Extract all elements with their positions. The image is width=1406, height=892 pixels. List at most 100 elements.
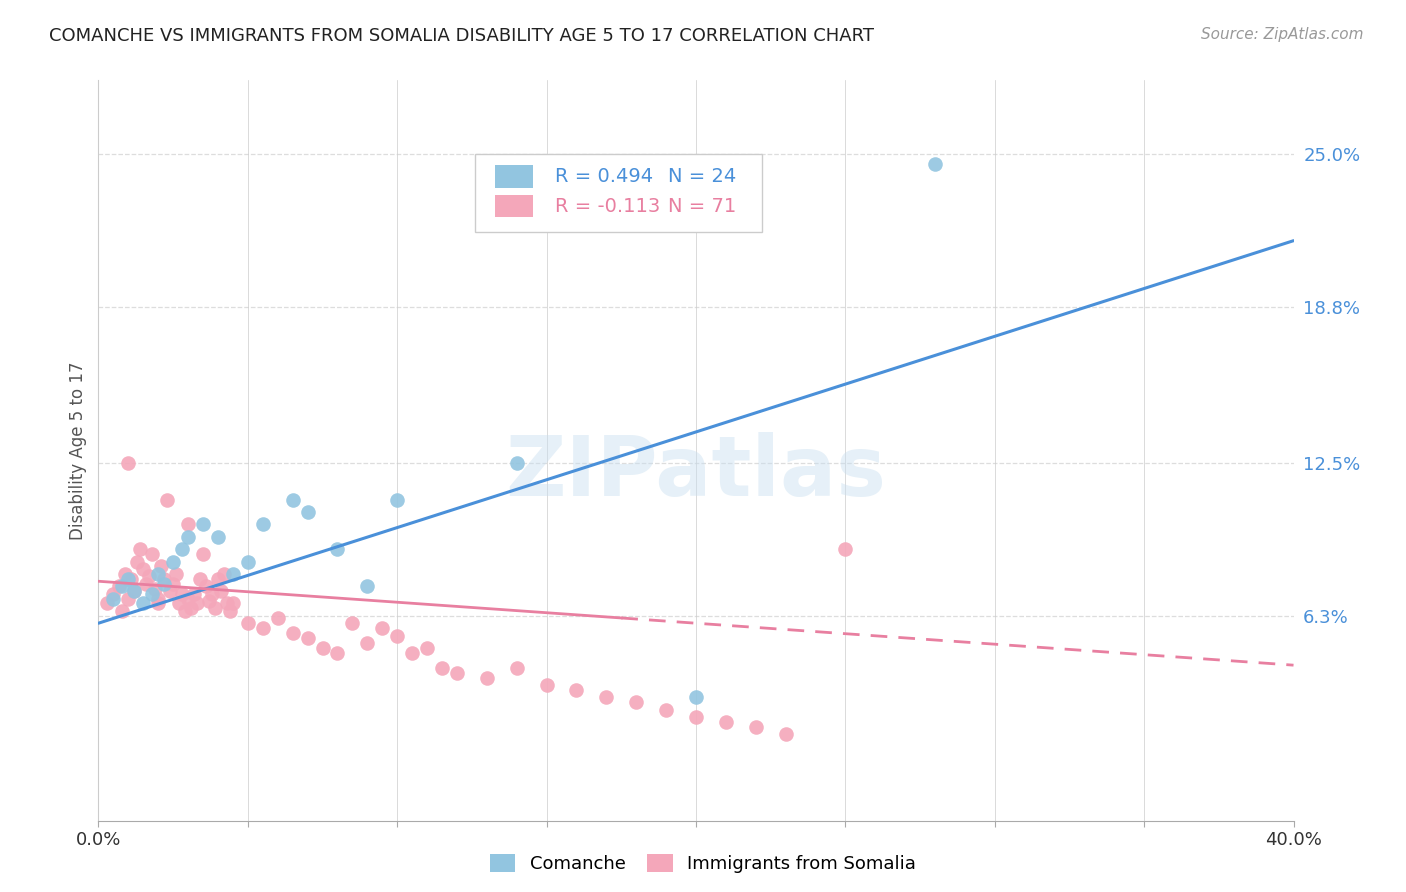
Point — [745, 720, 768, 734]
Point — [236, 554, 259, 569]
Point — [153, 576, 176, 591]
Point — [297, 505, 319, 519]
Point — [124, 584, 146, 599]
Point — [96, 597, 118, 611]
Point — [475, 671, 498, 685]
Point — [150, 559, 173, 574]
Text: COMANCHE VS IMMIGRANTS FROM SOMALIA DISABILITY AGE 5 TO 17 CORRELATION CHART: COMANCHE VS IMMIGRANTS FROM SOMALIA DISA… — [49, 27, 875, 45]
Point — [148, 597, 170, 611]
Point — [186, 597, 208, 611]
Point — [267, 611, 290, 625]
Point — [117, 572, 139, 586]
Point — [714, 714, 737, 729]
Point — [297, 631, 319, 645]
Point — [180, 601, 202, 615]
Point — [183, 586, 205, 600]
Point — [565, 682, 588, 697]
Point — [129, 542, 152, 557]
Point — [135, 576, 157, 591]
Point — [219, 604, 242, 618]
Point — [141, 547, 163, 561]
Point — [191, 517, 214, 532]
FancyBboxPatch shape — [475, 154, 762, 232]
Point — [103, 591, 125, 606]
Point — [174, 604, 197, 618]
Point — [195, 579, 218, 593]
Point — [148, 591, 170, 606]
Point — [446, 665, 468, 680]
Text: R = 0.494: R = 0.494 — [555, 167, 652, 186]
Point — [685, 690, 707, 705]
Point — [207, 572, 229, 586]
Point — [222, 597, 245, 611]
Point — [371, 621, 394, 635]
FancyBboxPatch shape — [495, 195, 533, 218]
Point — [326, 542, 349, 557]
Point — [191, 547, 214, 561]
Point — [775, 727, 797, 741]
Point — [177, 530, 200, 544]
Point — [924, 157, 946, 171]
Point — [506, 660, 529, 674]
Point — [536, 678, 558, 692]
Point — [281, 492, 304, 507]
Point — [222, 566, 245, 581]
Point — [311, 640, 333, 655]
Point — [188, 572, 211, 586]
Point — [385, 492, 409, 507]
Text: R = -0.113: R = -0.113 — [555, 196, 661, 216]
Point — [124, 584, 146, 599]
Point — [159, 584, 181, 599]
Point — [201, 586, 224, 600]
Point — [177, 591, 200, 606]
FancyBboxPatch shape — [495, 165, 533, 187]
Point — [655, 703, 678, 717]
Point — [153, 572, 176, 586]
Point — [430, 660, 453, 674]
Point — [198, 594, 221, 608]
Point — [148, 566, 170, 581]
Point — [172, 586, 194, 600]
Point — [401, 646, 423, 660]
Point — [252, 621, 274, 635]
Point — [356, 636, 378, 650]
Text: Source: ZipAtlas.com: Source: ZipAtlas.com — [1201, 27, 1364, 42]
Point — [167, 597, 190, 611]
Point — [127, 554, 149, 569]
Point — [165, 566, 187, 581]
Point — [356, 579, 378, 593]
Text: N = 24: N = 24 — [668, 167, 737, 186]
Point — [385, 629, 409, 643]
Point — [209, 584, 232, 599]
Point — [120, 572, 142, 586]
Point — [111, 579, 134, 593]
Point — [132, 597, 155, 611]
Point — [172, 542, 194, 557]
Point — [141, 586, 163, 600]
Point — [685, 710, 707, 724]
Point — [281, 626, 304, 640]
Point — [215, 597, 238, 611]
Point — [156, 492, 179, 507]
Text: N = 71: N = 71 — [668, 196, 737, 216]
Point — [162, 554, 184, 569]
Point — [162, 576, 184, 591]
Point — [117, 591, 139, 606]
Legend: Comanche, Immigrants from Somalia: Comanche, Immigrants from Somalia — [485, 849, 921, 879]
Point — [103, 586, 125, 600]
Point — [416, 640, 439, 655]
Point — [132, 562, 155, 576]
Point — [626, 695, 648, 709]
Point — [326, 646, 349, 660]
Point — [342, 616, 364, 631]
Point — [111, 604, 134, 618]
Point — [138, 569, 160, 583]
Point — [212, 566, 235, 581]
Point — [114, 566, 136, 581]
Point — [252, 517, 274, 532]
Point — [143, 582, 166, 596]
Point — [506, 456, 529, 470]
Point — [204, 601, 226, 615]
Point — [595, 690, 617, 705]
Point — [117, 456, 139, 470]
